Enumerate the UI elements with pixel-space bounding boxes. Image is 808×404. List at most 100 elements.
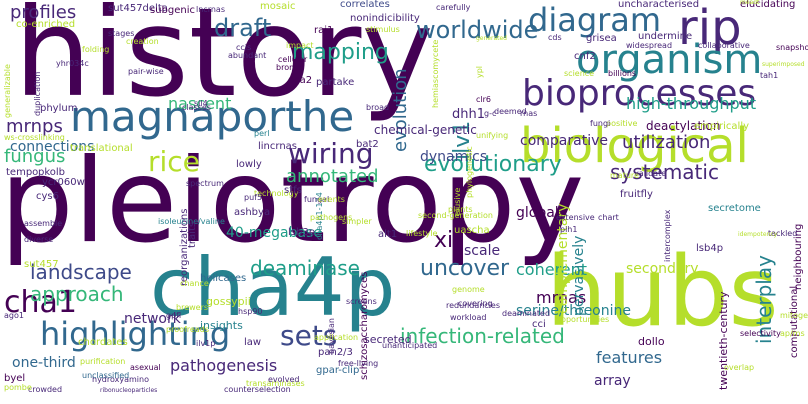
cloud-word: profiles: [10, 2, 77, 23]
cloud-word: phylogenetic: [465, 146, 474, 198]
cloud-word: simpler: [342, 217, 372, 226]
cloud-word: stages: [108, 29, 135, 38]
cloud-word: biological: [520, 118, 749, 174]
cloud-word: infection-related: [400, 324, 565, 348]
cloud-word: chance: [180, 279, 209, 288]
cloud-word: hubs: [546, 236, 779, 348]
cloud-word: impact: [286, 41, 314, 50]
cloud-word: idempotency: [738, 231, 778, 238]
cloud-word: elusive: [453, 187, 462, 216]
cloud-word: ccis: [236, 43, 252, 52]
cloud-word: isoleucine/valine: [158, 217, 225, 226]
cloud-word: bat2: [356, 139, 379, 150]
cloud-word: deaminase: [250, 256, 360, 280]
cloud-word: deemed: [494, 107, 527, 116]
cloud-word: dollo: [638, 335, 665, 348]
cloud-word: genome: [452, 285, 485, 294]
cloud-word: history: [14, 0, 434, 124]
cloud-word: magnaporthe: [70, 92, 355, 141]
cloud-word: classes: [182, 103, 211, 112]
cloud-word: bioprocesses: [522, 73, 757, 114]
cloud-word: gpfl: [166, 311, 182, 320]
cloud-word: ypl: [475, 65, 484, 78]
cloud-word: ycr060w: [42, 177, 85, 188]
cloud-word: purification: [80, 357, 126, 366]
cloud-word: serine/threonine: [516, 303, 631, 319]
cloud-word: sil4: [194, 99, 208, 108]
cloud-word: ashbya: [234, 207, 271, 218]
cloud-word: lncrnas: [196, 5, 225, 14]
cloud-word: diagram: [528, 1, 662, 39]
cloud-word: science: [564, 69, 595, 78]
cloud-word: snapshots: [776, 43, 808, 52]
cloud-word: fungus: [4, 146, 66, 167]
cloud-word: systematic: [610, 160, 719, 184]
cloud-word: tah1: [760, 71, 779, 80]
cloud-word: meadt: [740, 0, 760, 6]
cloud-word: unanticipated: [382, 341, 438, 350]
cloud-word: positive: [606, 119, 638, 128]
cloud-word: lsb4p: [696, 243, 724, 254]
cloud-word: redundancies: [446, 301, 501, 310]
cloud-word: evolution: [390, 68, 411, 152]
cloud-word: co-enriched: [16, 19, 76, 30]
cloud-word: cnf2: [574, 51, 596, 62]
cloud-word: cys6: [36, 191, 59, 202]
cloud-word: ago1: [4, 311, 24, 320]
cloud-word: creation: [126, 37, 159, 46]
cloud-word: g-c: [484, 109, 497, 118]
cloud-word: organism: [576, 37, 763, 83]
cloud-word: comparative: [520, 133, 608, 149]
cloud-word: coherent: [516, 260, 588, 279]
cloud-word: pleiotropy: [0, 134, 585, 269]
cloud-word: puf5: [244, 193, 263, 202]
cloud-word: rnas: [520, 109, 538, 118]
cloud-word: hemiascomycete: [431, 39, 440, 108]
cloud-word: phylum: [40, 103, 78, 114]
cloud-word: 40-megabase: [226, 225, 322, 241]
cloud-word: duplication: [33, 71, 42, 116]
cloud-word: collaborative: [698, 41, 750, 50]
cloud-word: counterselection: [224, 385, 291, 394]
cloud-word: pervasively: [571, 235, 587, 316]
cloud-word: free-living: [338, 359, 379, 368]
cloud-word: mrnas: [536, 288, 587, 307]
cloud-word: cha4p: [150, 241, 396, 334]
cloud-word: correlates: [340, 0, 390, 10]
cloud-word: array: [594, 373, 631, 389]
cloud-word: generated: [476, 35, 507, 42]
cloud-word: selectivity: [740, 329, 781, 338]
cloud-word: fungi: [590, 119, 611, 128]
cloud-word: gpar-clip: [316, 365, 360, 376]
cloud-word: cha1: [4, 285, 77, 320]
cloud-word: cci: [532, 319, 546, 330]
cloud-word: lifestyle: [406, 229, 438, 238]
cloud-word: chordates: [78, 337, 128, 348]
cloud-word: screens: [346, 297, 377, 306]
cloud-word: nonindicibility: [350, 13, 420, 24]
cloud-word: secondary: [626, 261, 699, 277]
cloud-word: superimposed: [762, 61, 805, 68]
cloud-word: broad: [366, 103, 390, 112]
cloud-word: proofreads: [166, 325, 209, 334]
cloud-word: pathogenesis: [170, 356, 278, 375]
cloud-word: computational: [789, 285, 800, 358]
cloud-word: billions: [608, 69, 637, 78]
cloud-word: fruitfly: [620, 189, 653, 200]
cloud-word: rice: [148, 145, 200, 178]
cloud-word: transaminases: [246, 379, 305, 388]
cloud-word: application: [314, 333, 359, 342]
cloud-word: plants: [448, 205, 473, 214]
cloud-word: uncharacterised: [618, 0, 700, 10]
cloud-word: hydroxyamino: [92, 375, 149, 384]
cloud-word: mitogen: [780, 311, 808, 320]
cloud-word: tempo: [6, 167, 39, 178]
cloud-word: covering: [458, 299, 493, 308]
cloud-word: second-generation: [418, 211, 493, 220]
cloud-word: mapping: [292, 40, 389, 65]
cloud-word: worldwide: [416, 16, 539, 44]
cloud-word: utilization: [622, 132, 711, 153]
cloud-word: high-throughput: [626, 94, 757, 113]
cloud-word: subgenic: [150, 5, 196, 16]
cloud-word: hsp90: [238, 307, 263, 316]
